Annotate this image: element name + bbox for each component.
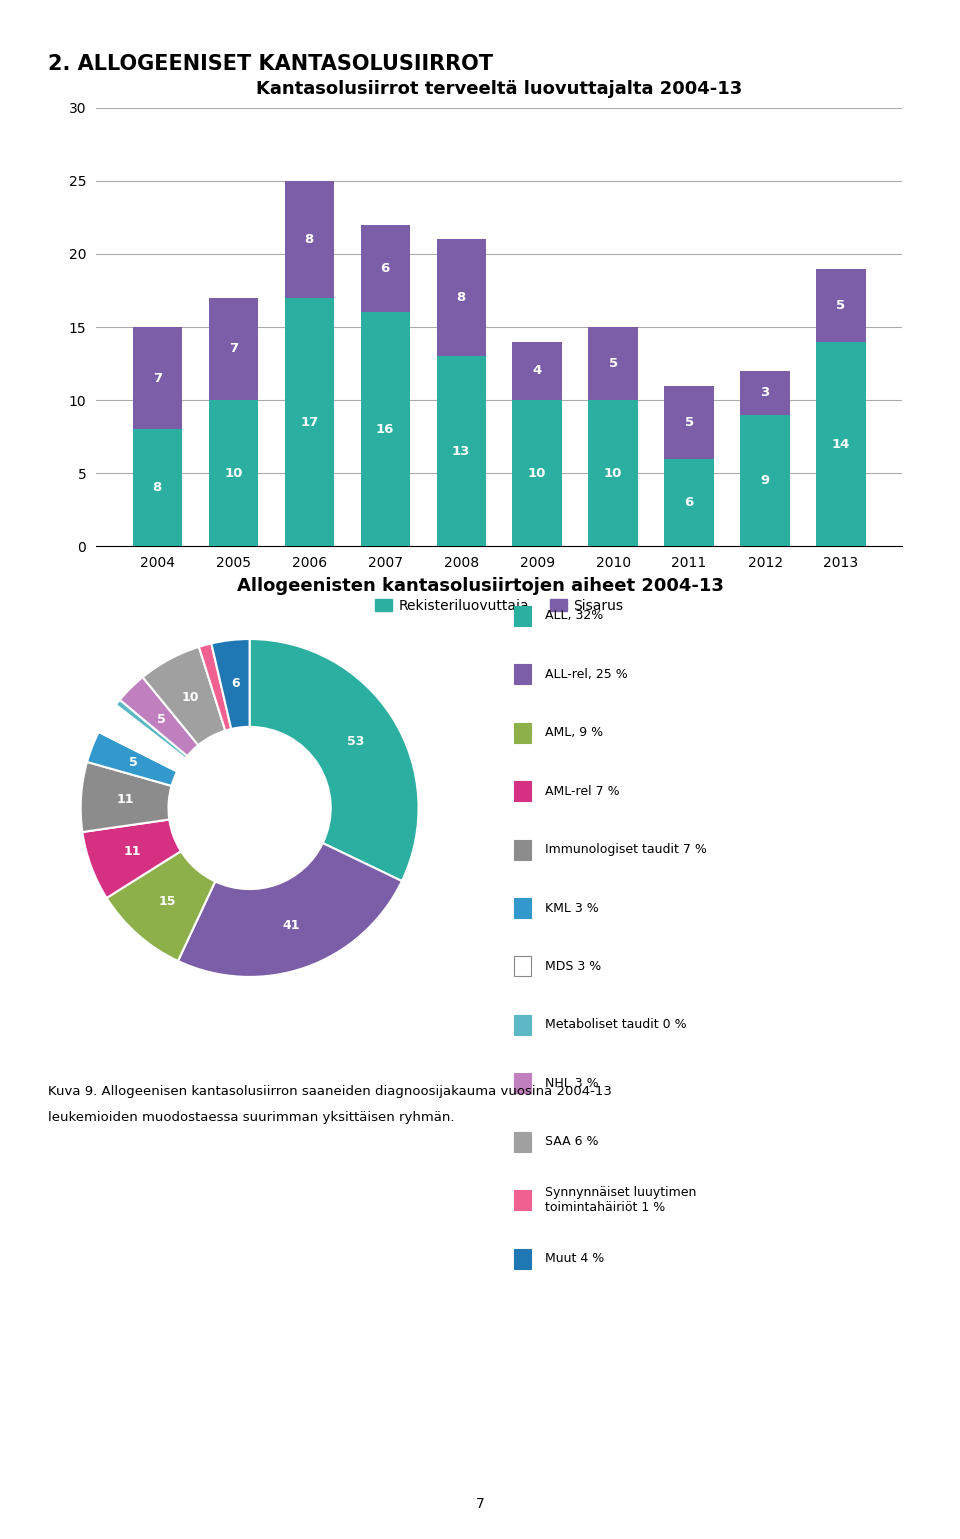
Bar xyxy=(437,240,486,357)
Wedge shape xyxy=(107,851,215,960)
Text: KML 3 %: KML 3 % xyxy=(545,902,599,914)
Text: 5: 5 xyxy=(836,299,846,311)
Text: 7: 7 xyxy=(153,372,162,385)
Text: 11: 11 xyxy=(124,845,141,857)
Bar xyxy=(513,400,562,546)
Text: 11: 11 xyxy=(116,793,133,806)
Bar xyxy=(284,299,334,546)
Text: 7: 7 xyxy=(475,1497,485,1511)
Text: 6: 6 xyxy=(231,677,240,691)
Wedge shape xyxy=(250,639,419,880)
Text: 5: 5 xyxy=(139,736,148,748)
Text: 16: 16 xyxy=(376,423,395,436)
Text: 10: 10 xyxy=(604,466,622,480)
Text: 5: 5 xyxy=(684,416,694,428)
Text: MDS 3 %: MDS 3 % xyxy=(545,960,602,973)
Wedge shape xyxy=(87,733,178,786)
Bar xyxy=(588,328,637,400)
Wedge shape xyxy=(120,677,199,756)
Text: Immunologiset taudit 7 %: Immunologiset taudit 7 % xyxy=(545,843,708,856)
Text: 6: 6 xyxy=(684,496,694,509)
Bar xyxy=(664,386,714,459)
Text: 8: 8 xyxy=(153,482,162,494)
Bar xyxy=(208,400,258,546)
Wedge shape xyxy=(116,700,187,759)
Bar xyxy=(740,371,790,416)
Wedge shape xyxy=(81,762,172,833)
Bar xyxy=(816,268,866,342)
Wedge shape xyxy=(99,705,185,771)
Text: 4: 4 xyxy=(533,365,541,377)
Text: 9: 9 xyxy=(760,474,770,486)
Text: Muut 4 %: Muut 4 % xyxy=(545,1253,605,1265)
Wedge shape xyxy=(143,646,226,745)
Bar xyxy=(816,342,866,546)
Text: Allogeenisten kantasolusiirtojen aiheet 2004-13: Allogeenisten kantasolusiirtojen aiheet … xyxy=(236,577,724,596)
Bar xyxy=(132,429,182,546)
Text: 3: 3 xyxy=(760,386,770,399)
Bar xyxy=(437,357,486,546)
Bar xyxy=(361,225,410,312)
Text: AML, 9 %: AML, 9 % xyxy=(545,726,604,739)
Bar xyxy=(361,312,410,546)
Text: 13: 13 xyxy=(452,445,470,457)
Text: 6: 6 xyxy=(380,262,390,275)
Text: 10: 10 xyxy=(528,466,546,480)
Text: 53: 53 xyxy=(347,736,364,748)
Text: 17: 17 xyxy=(300,416,319,428)
Text: ALL-rel, 25 %: ALL-rel, 25 % xyxy=(545,668,628,680)
Text: 10: 10 xyxy=(181,691,199,705)
Bar xyxy=(208,299,258,400)
Text: 41: 41 xyxy=(283,919,300,933)
Text: 2. ALLOGEENISET KANTASOLUSIIRROT: 2. ALLOGEENISET KANTASOLUSIIRROT xyxy=(48,54,493,74)
Text: 5: 5 xyxy=(129,756,137,770)
Text: NHL 3 %: NHL 3 % xyxy=(545,1077,599,1090)
Legend: Rekisteriluovuttaja, Sisarus: Rekisteriluovuttaja, Sisarus xyxy=(370,593,629,619)
Bar xyxy=(740,416,790,546)
Text: SAA 6 %: SAA 6 % xyxy=(545,1136,599,1148)
Title: Kantasolusiirrot terveeltä luovuttajalta 2004-13: Kantasolusiirrot terveeltä luovuttajalta… xyxy=(256,80,742,98)
Text: AML-rel 7 %: AML-rel 7 % xyxy=(545,785,620,797)
Text: 15: 15 xyxy=(158,896,176,908)
Text: ALL, 32%: ALL, 32% xyxy=(545,609,604,622)
Text: 14: 14 xyxy=(832,437,851,451)
Text: 5: 5 xyxy=(609,357,617,369)
Text: 5: 5 xyxy=(157,713,166,726)
Bar xyxy=(513,342,562,400)
Text: leukemioiden muodostaessa suurimman yksittäisen ryhmän.: leukemioiden muodostaessa suurimman yksi… xyxy=(48,1111,454,1123)
Bar xyxy=(284,182,334,299)
Text: Metaboliset taudit 0 %: Metaboliset taudit 0 % xyxy=(545,1019,687,1031)
Bar xyxy=(132,328,182,429)
Text: 7: 7 xyxy=(228,343,238,356)
Wedge shape xyxy=(178,843,402,977)
Bar xyxy=(664,459,714,546)
Wedge shape xyxy=(83,819,180,897)
Text: Synnynnäiset luuytimen
toimintahäiriöt 1 %: Synnynnäiset luuytimen toimintahäiriöt 1… xyxy=(545,1187,697,1214)
Text: Kuva 9. Allogeenisen kantasolusiirron saaneiden diagnoosijakauma vuosina 2004-13: Kuva 9. Allogeenisen kantasolusiirron sa… xyxy=(48,1085,612,1097)
Bar xyxy=(588,400,637,546)
Text: 8: 8 xyxy=(304,232,314,246)
Wedge shape xyxy=(211,639,250,729)
Wedge shape xyxy=(199,643,231,731)
Text: 10: 10 xyxy=(224,466,243,480)
Text: 8: 8 xyxy=(457,291,466,305)
